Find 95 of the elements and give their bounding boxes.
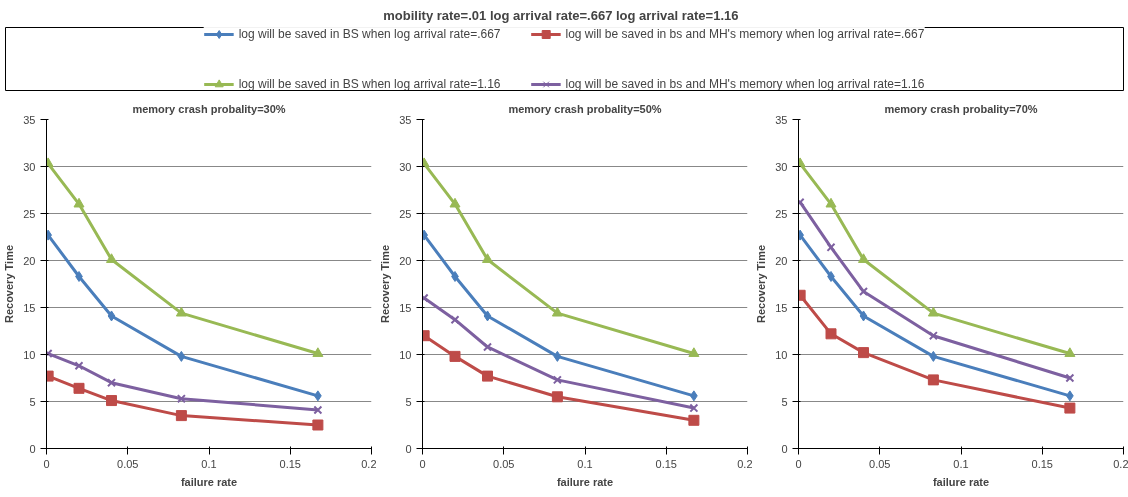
legend-label: log will be saved in BS when log arrival rate=.667 [238,26,501,41]
y-tick-label: 5 [405,395,412,408]
x-tick-label: 0.1 [577,457,593,470]
y-tick-label: 35 [775,113,788,126]
y-tick-label: 35 [23,113,36,126]
point [107,310,116,322]
point [449,350,461,362]
chart-title: memory crash probality=50% [508,102,662,115]
y-tick-label: 20 [775,254,788,267]
point [553,350,562,362]
point [928,331,938,341]
point [929,350,938,362]
x-tick-label: 0.2 [1113,457,1128,470]
point [859,310,868,322]
x-tick-label: 0.1 [201,457,217,470]
point [551,306,563,317]
point [313,405,323,415]
point [927,306,939,317]
point [688,347,700,357]
point [312,419,324,431]
legend-label: log will be saved in bs and MH's memory when log arrival rate=.667 [565,26,925,41]
chart-title: memory crash probality=30% [132,102,286,115]
y-tick-label: 30 [775,160,788,173]
point [73,382,85,394]
point [106,395,117,407]
point [74,361,84,371]
y-tick-label: 30 [399,160,412,173]
x-tick-label: 0 [419,457,426,470]
point [688,414,700,426]
point [927,374,939,386]
legend-label: log will be saved in BS when log arrival rate=1.16 [238,76,501,91]
y-tick-label: 20 [23,254,36,267]
point [106,253,117,263]
y-tick-label: 10 [775,348,788,361]
point [858,347,869,359]
x-tick-label: 0.05 [117,457,139,470]
point [552,375,562,385]
y-tick-label: 5 [781,395,788,408]
y-tick-label: 30 [23,160,36,173]
x-tick-label: 0.15 [279,457,301,470]
y-tick-label: 10 [399,348,412,361]
x-axis-title: failure rate [556,475,614,488]
y-tick-label: 0 [29,442,36,455]
x-tick-label: 0.15 [655,457,677,470]
point [826,242,836,252]
y-tick-label: 25 [399,207,412,220]
x-tick-label: 0 [43,457,50,470]
point [312,347,324,357]
point [858,253,869,263]
point [689,403,699,413]
x-tick-label: 0.05 [869,457,891,470]
y-tick-label: 25 [775,207,788,220]
y-tick-label: 35 [399,113,412,126]
point [1064,402,1076,414]
point [175,410,187,422]
point [482,342,493,352]
chart-title: memory crash probality=70% [884,102,1038,115]
y-tick-label: 5 [29,395,36,408]
y-tick-label: 15 [23,301,36,314]
y-axis-title: Recovery Time [379,244,392,324]
y-tick-label: 20 [399,254,412,267]
point [177,350,186,362]
x-tick-label: 0.05 [493,457,515,470]
x-tick-label: 0.1 [953,457,969,470]
y-tick-label: 0 [405,442,412,455]
y-tick-label: 25 [23,207,36,220]
point [551,391,563,403]
x-tick-label: 0.15 [1031,457,1053,470]
point [450,315,460,325]
legend-label: log will be saved in bs and MH's memory when log arrival rate=1.16 [565,76,925,91]
point [858,286,869,297]
x-tick-label: 0.2 [737,457,753,470]
point [483,310,492,322]
point [106,378,117,388]
y-tick-label: 0 [781,442,788,455]
x-tick-label: 0 [795,457,802,470]
point [825,328,837,340]
y-tick-label: 15 [775,301,788,314]
point [482,370,493,382]
y-axis-title: Recovery Time [3,244,16,324]
x-axis-title: failure rate [932,475,990,488]
text: mobility rate=.01 log arrival rate=.667 log arrival rate=1.16 [383,7,739,23]
y-tick-label: 10 [23,348,36,361]
y-axis-title: Recovery Time [755,244,768,324]
point [449,197,461,208]
x-axis-title: failure rate [180,475,238,488]
point [825,197,837,208]
y-tick-label: 15 [399,301,412,314]
point [482,253,493,263]
point [1064,347,1076,357]
point [175,306,187,317]
point [176,394,186,404]
x-tick-label: 0.2 [361,457,377,470]
point [73,197,85,208]
point [1065,373,1075,383]
